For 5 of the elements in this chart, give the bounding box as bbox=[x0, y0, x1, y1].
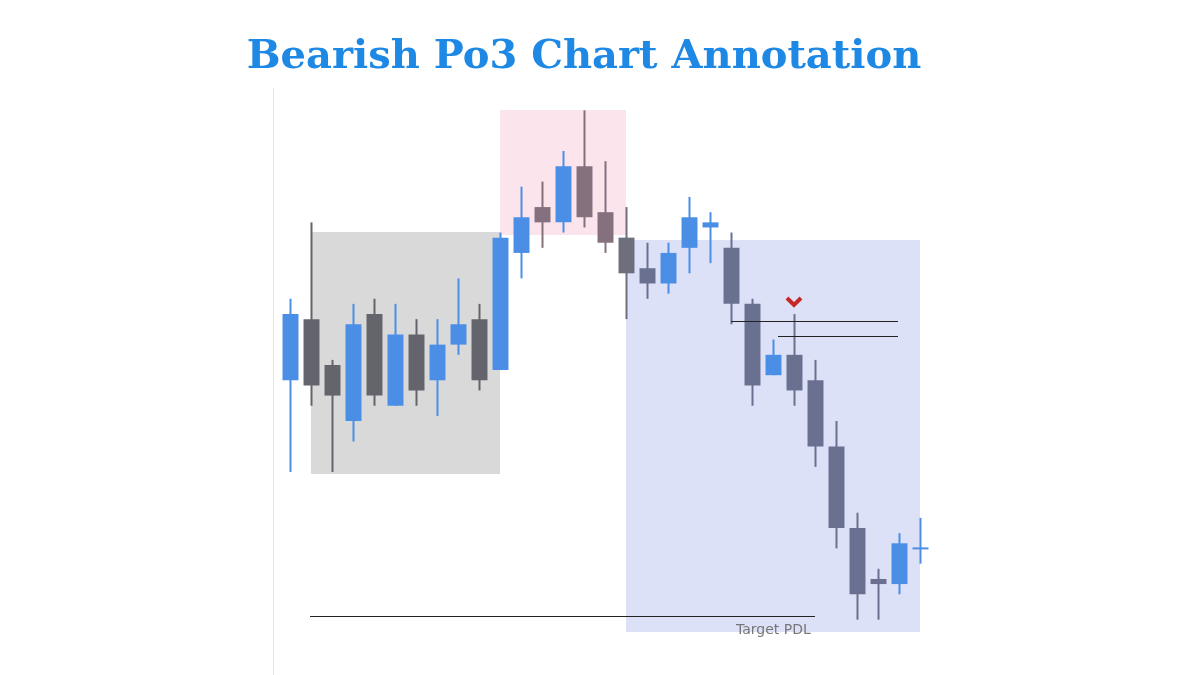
chart-title: Bearish Po3 Chart Annotation bbox=[245, 30, 923, 77]
candlestick bbox=[870, 568, 887, 620]
candlestick bbox=[912, 517, 929, 564]
candlestick bbox=[702, 212, 719, 264]
text: Target PDL bbox=[736, 621, 811, 637]
